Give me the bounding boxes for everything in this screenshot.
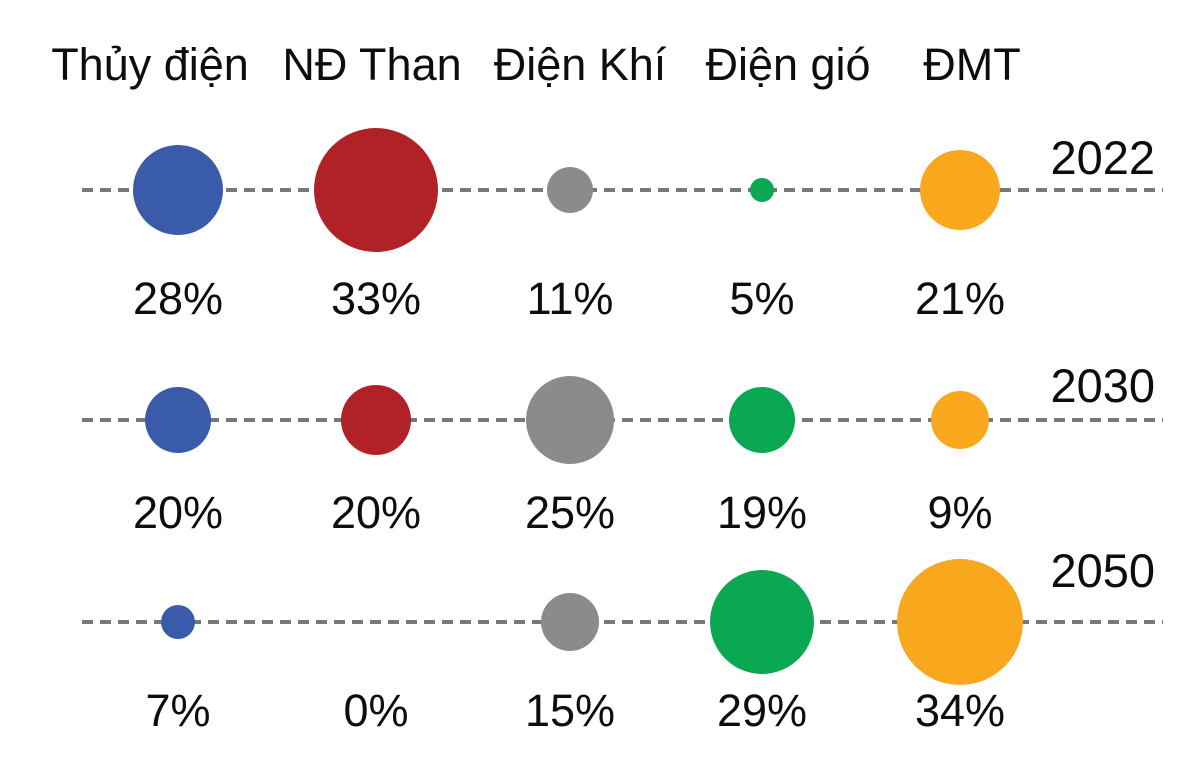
- bubble-2030-3: [526, 376, 614, 464]
- bubble-2022-5: [920, 150, 1000, 230]
- value-label: 15%: [524, 685, 616, 736]
- bubble-2022-3: [547, 167, 593, 213]
- bubble-2030-5: [931, 391, 989, 449]
- bubble-2030-4: [729, 387, 795, 453]
- year-label: 2050: [1050, 544, 1155, 597]
- bubble-2030-2: [341, 385, 411, 455]
- bubble-2050-1: [161, 605, 195, 639]
- category-header: Điện gió: [705, 39, 871, 90]
- value-label: 34%: [914, 685, 1006, 736]
- year-dashed-axis: [82, 188, 1163, 192]
- category-header: ĐMT: [923, 39, 1021, 90]
- value-label: 0%: [343, 685, 409, 736]
- value-label: 25%: [524, 487, 616, 538]
- year-label: 2022: [1050, 131, 1155, 184]
- bubble-2050-5: [897, 559, 1023, 685]
- category-header: Thủy điện: [51, 39, 249, 90]
- value-label: 33%: [330, 273, 422, 324]
- value-label: 20%: [330, 487, 422, 538]
- bubble-2030-1: [145, 387, 211, 453]
- value-label: 7%: [145, 685, 211, 736]
- year-dashed-axis: [82, 620, 1163, 624]
- bubble-2022-2: [314, 128, 438, 252]
- bubble-2050-4: [710, 570, 814, 674]
- bubble-2022-1: [133, 145, 223, 235]
- value-label: 5%: [729, 273, 795, 324]
- category-header: Điện Khí: [493, 39, 667, 90]
- year-label: 2030: [1050, 359, 1155, 412]
- value-label: 21%: [914, 273, 1006, 324]
- value-label: 28%: [132, 273, 224, 324]
- category-header: NĐ Than: [282, 39, 462, 90]
- value-label: 19%: [716, 487, 808, 538]
- value-label: 9%: [927, 487, 993, 538]
- value-label: 11%: [526, 273, 614, 324]
- bubble-2022-4: [750, 178, 774, 202]
- bubble-2050-3: [541, 593, 599, 651]
- year-dashed-axis: [82, 418, 1163, 422]
- value-label: 29%: [716, 685, 808, 736]
- value-label: 20%: [132, 487, 224, 538]
